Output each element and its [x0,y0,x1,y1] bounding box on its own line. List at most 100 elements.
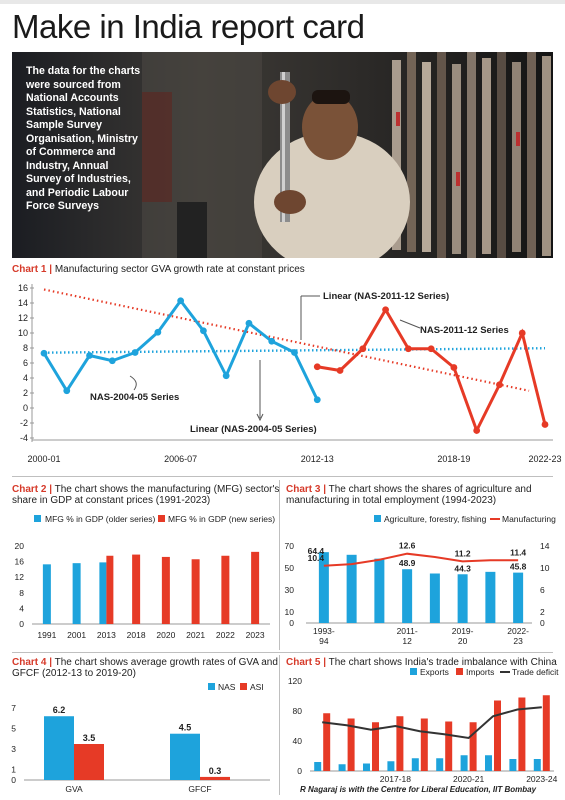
bar-imports-2015-16 [347,718,355,771]
x-tick-label: 2021 [186,630,205,640]
data-label-mfg: 10.4 [308,553,325,563]
y-tick-label: 2 [23,388,28,398]
bar-exports-2020-21 [460,755,468,771]
bar-imports-2020-21 [469,722,477,771]
point-nas-2004-05 [131,349,139,356]
bar-exports-2023-24 [533,759,541,771]
point-nas-2004-05 [200,327,207,335]
data-label-asi: 3.5 [83,733,96,743]
annotation-leader-2 [399,319,421,329]
legend-label-imports: Imports [466,667,494,677]
point-nas-2011-12 [382,306,389,314]
legend-label-deficit: Trade deficit [512,667,559,677]
point-nas-2011-12 [359,345,367,353]
point-nas-2004-05 [313,396,321,404]
x-tick-label: 1991 [37,630,56,640]
legend-swatch-new [158,515,165,522]
bar-new-2018 [132,554,141,624]
y-right-tick-label: 0 [540,618,545,628]
chart4-heading: Chart 4 | The chart shows average growth… [12,657,278,679]
chart4-label: Chart 4 | [12,657,53,668]
x-tick-label: 2022 [216,630,235,640]
divider-1 [12,476,553,477]
photo-source-note: The data for the charts were sourced fro… [26,65,141,212]
chart3-caption-line2: manufacturing in total employment (1994-… [286,495,497,506]
x-tick-label: 2001 [67,630,86,640]
factory-worker-photo [12,52,553,258]
chart1-caption: Manufacturing sector GVA growth rate at … [54,264,305,275]
chart4-caption-line2: GFCF (2012-13 to 2019-20) [12,668,136,679]
chart3-heading: Chart 3 | The chart shows the shares of … [286,484,532,506]
chart2-caption: The chart shows the manufacturing (MFG) … [54,484,280,495]
y-tick-label: 0 [19,619,24,629]
y-tick-label: 80 [293,706,303,716]
bar-older-1991 [42,564,51,624]
y-tick-label: -2 [20,418,28,428]
point-nas-2004-05 [291,349,298,356]
y-tick-label: -4 [20,433,28,443]
data-label-mfg: 12.6 [399,541,416,551]
data-label-mfg: 11.2 [455,548,471,558]
data-label-nas: 4.5 [179,723,192,733]
legend-swatch-asi [240,683,247,690]
data-label-mfg: 11.4 [510,547,526,557]
y-tick-label: 40 [293,736,303,746]
y-tick-label: 20 [15,541,25,551]
bar-exports-2019-20 [436,758,444,771]
legend-label-nas: NAS [218,682,236,692]
point-nas-2011-12 [450,364,458,371]
legend-swatch-nas [208,683,215,690]
point-nas-2004-05 [177,297,185,305]
bar-new-2021 [191,559,200,624]
chart5-caption: The chart shows India's trade imbalance … [328,657,557,668]
bar-agri [346,554,357,623]
chart3-caption: The chart shows the shares of agricultur… [328,484,532,495]
x-tick-label: 2000-01 [27,454,60,464]
y-tick-label: 0 [23,403,28,413]
legend-label-exports: Exports [420,667,449,677]
chart1-heading: Chart 1 | Manufacturing sector GVA growt… [12,264,305,275]
point-nas-2011-12 [473,427,481,434]
bar-agri [457,574,468,623]
point-nas-2011-12 [313,363,321,371]
y-tick-label: 7 [11,703,16,713]
trend-label-nas-2004-05: Linear (NAS-2004-05 Series) [190,424,317,435]
chart2-caption-line2: share in GDP at constant prices (1991-20… [12,495,211,506]
bar-exports-2015-16 [338,764,346,771]
y-tick-label: 5 [11,724,16,734]
y-left-tick-label: 50 [285,563,295,573]
x-tick-label: 2022-23 [528,454,561,464]
legend-label-mfg: Manufacturing [502,514,556,524]
author-credit: R Nagaraj is with the Centre for Liberal… [300,785,537,794]
data-label-asi: 0.3 [209,766,222,776]
x-tick-label: 2006-07 [164,454,197,464]
legend-swatch-exports [410,668,417,675]
bar-agri [513,572,524,623]
y-left-tick-label: 10 [285,607,295,617]
bar-exports-2016-17 [363,763,370,771]
y-tick-label: 12 [15,572,25,582]
bar-asi-GFCF [200,776,230,780]
y-tick-label: 4 [19,603,24,613]
point-nas-2011-12 [427,345,435,353]
bar-exports-2018-19 [411,758,419,771]
x-tick-label: 94 [319,636,329,646]
x-tick-label: 23 [513,636,523,646]
x-tick-label: 2018 [127,630,146,640]
bar-exports-2022-23 [509,759,517,771]
bar-exports-2014-15 [314,762,322,771]
x-tick-label: 2022- [507,626,529,636]
chart1-svg: -4 -2 0 2 4 6 8 10 12 14 16 2000-01 2006-07 2012-13 20… [18,283,562,464]
trend-line-nas-2011-12 [43,288,530,392]
x-tick-label: 2023-24 [526,774,557,784]
bar-imports-2023-24 [542,695,550,771]
bar-new-2023 [251,551,260,624]
chart5-heading: Chart 5 | The chart shows India's trade … [286,657,557,668]
bar-imports-2019-20 [445,721,453,771]
page-title: Make in India report card [12,8,365,45]
annotation-leader-4 [129,375,137,391]
bar-agri [318,552,329,623]
point-nas-2011-12 [336,367,344,374]
bar-asi-GVA [74,744,104,780]
chart2-heading: Chart 2 | The chart shows the manufactur… [12,484,279,506]
